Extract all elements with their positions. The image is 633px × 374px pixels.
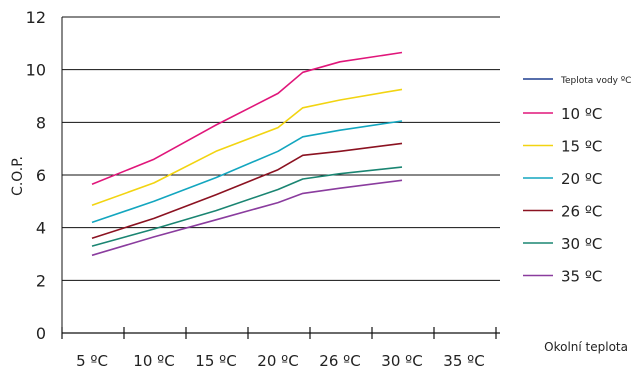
y-tick-label: 8 [36,113,46,132]
legend-title: Teplota vody ºC [560,76,631,86]
series-line-10c [91,51,403,185]
legend-entry: 30 ºC [561,235,602,253]
y-tick-label: 12 [26,8,46,27]
x-axis-label: Okolní teplota [544,340,628,354]
legend: Teplota vody ºC 10 ºC 15 ºC 20 ºC 26 ºC 30 ºC… [523,76,631,286]
y-axis-label: C.O.P. [10,156,26,196]
legend-entry: 26 ºC [561,203,602,221]
series-lines [91,51,403,257]
legend-entry: 20 ºC [561,170,602,188]
series-line-30c [91,166,403,247]
series-line-35c [91,179,403,257]
y-tick-label: 0 [36,324,46,343]
y-tick-label: 4 [36,219,46,238]
x-tick-label: 5 ºC [76,352,108,370]
y-tick-label: 6 [36,166,46,185]
series-line-26c [91,142,403,239]
legend-entry: 15 ºC [561,138,602,156]
series-line-15c [91,88,403,207]
x-tick-label: 26 ºC [319,352,360,370]
x-tick-label: 35 ºC [443,352,484,370]
x-tick-label: 15 ºC [195,352,236,370]
y-axis-tick-labels: 0 2 4 6 8 10 12 [26,8,63,343]
y-tick-label: 2 [36,271,46,290]
series-line-20c [91,120,403,224]
x-tick-label: 30 ºC [381,352,422,370]
x-axis: 5 ºC 10 ºC 15 ºC 20 ºC 26 ºC 30 ºC 35 ºC [61,327,500,370]
y-tick-label: 10 [26,61,46,80]
grid-lines [62,16,500,281]
legend-entry: 35 ºC [561,268,602,286]
x-tick-label: 20 ºC [257,352,298,370]
legend-entry: 10 ºC [561,105,602,123]
x-tick-label: 10 ºC [133,352,174,370]
